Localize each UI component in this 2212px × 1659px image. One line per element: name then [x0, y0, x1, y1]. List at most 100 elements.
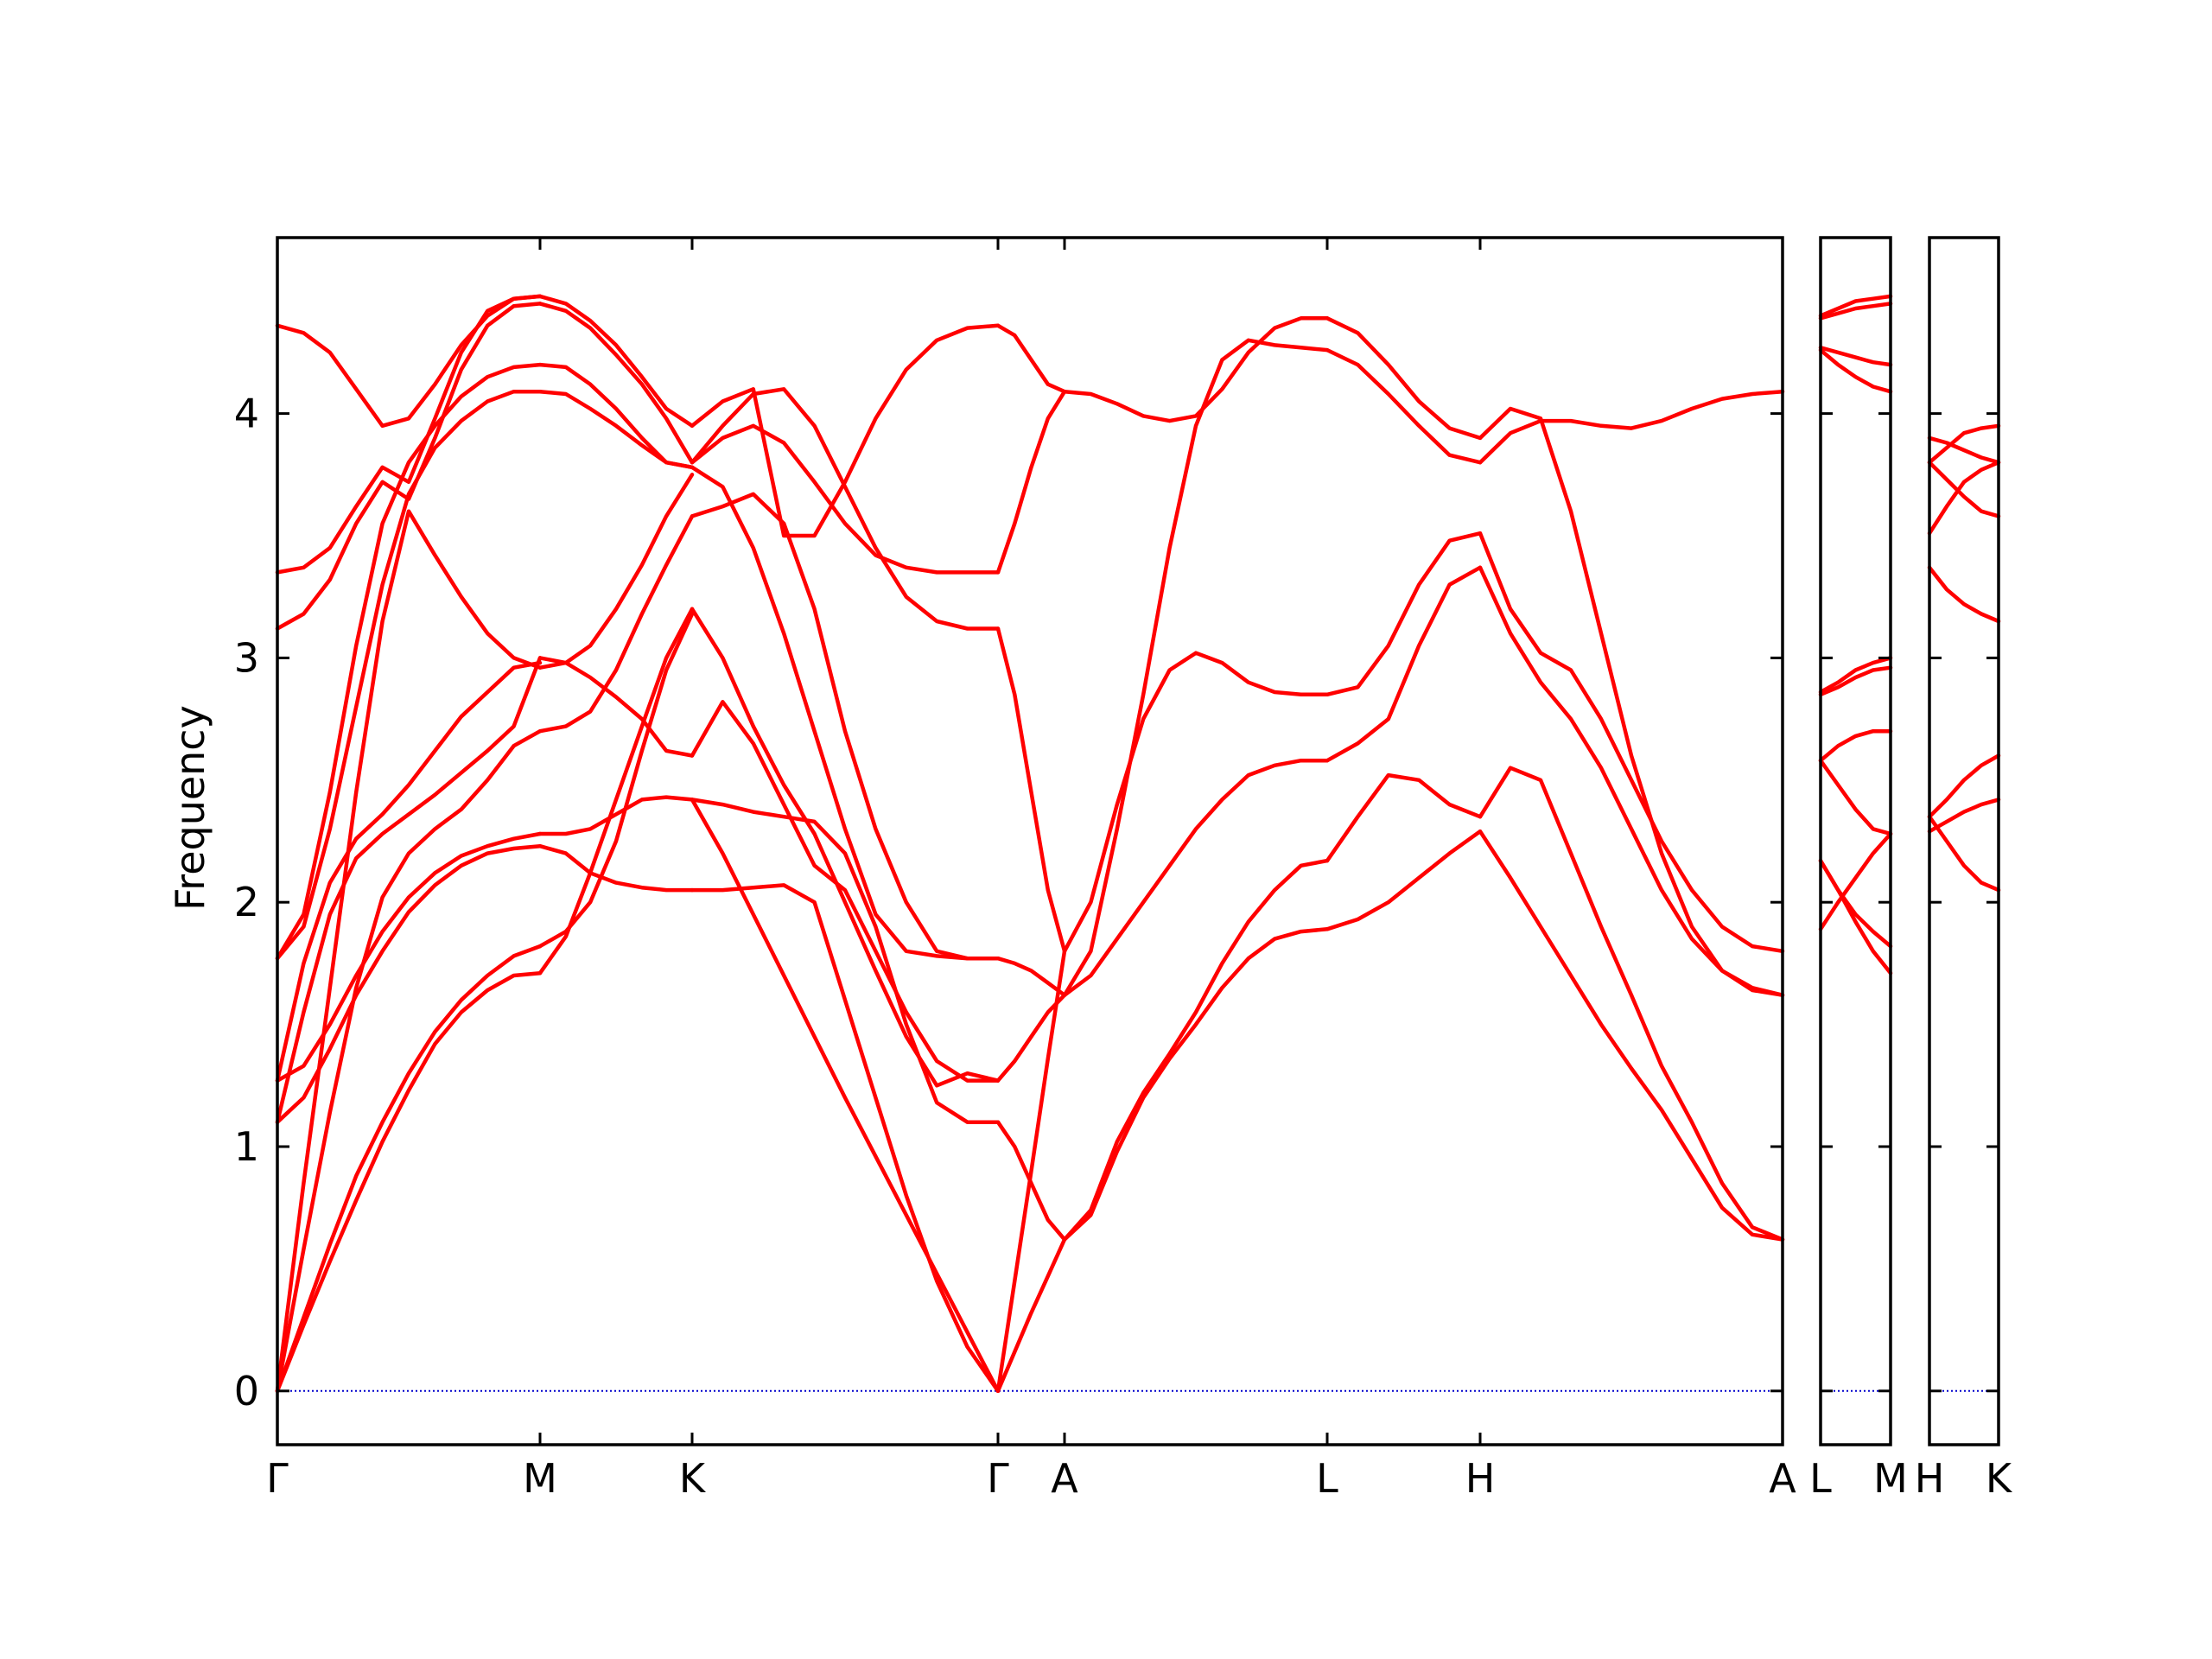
band-line: [995, 626, 1067, 954]
band-line: [1325, 565, 1483, 763]
band-line: [1818, 728, 1893, 763]
y-tick-label: 0: [234, 1368, 259, 1414]
band-line: [537, 302, 695, 465]
band-line: [275, 509, 543, 1394]
band-line: [537, 795, 695, 836]
band-line: [537, 389, 695, 470]
x-tick-label: Γ: [987, 1455, 1009, 1502]
bands-layer: [275, 294, 2001, 1394]
band-line: [690, 323, 1001, 538]
band-line: [1927, 565, 2001, 624]
band-line: [995, 993, 1067, 1083]
band-line: [1927, 814, 2001, 893]
band-line: [1478, 389, 1785, 465]
band-line: [1818, 302, 1893, 321]
band-line: [1062, 758, 1330, 997]
band-line: [537, 294, 695, 429]
band-line: [537, 607, 695, 976]
band-line: [537, 612, 695, 949]
band-line: [690, 883, 1001, 1394]
band-line: [690, 465, 1001, 961]
band-line: [1325, 316, 1483, 441]
y-tick-label: 2: [234, 879, 259, 925]
band-line: [995, 956, 1067, 997]
band-line: [1818, 294, 1893, 318]
x-tick-label: M: [1873, 1455, 1908, 1502]
x-tick-label: A: [1051, 1455, 1078, 1502]
band-line: [275, 302, 543, 631]
band-line: [1927, 753, 2001, 819]
band-line: [1478, 766, 1785, 1242]
band-line: [537, 362, 695, 470]
panel-frame: [1928, 236, 2000, 1446]
band-line: [537, 514, 695, 734]
band-line: [275, 294, 543, 429]
band-line: [275, 970, 543, 1394]
frames-layer: [276, 236, 2000, 1446]
band-line: [1818, 858, 1893, 949]
band-line: [1478, 531, 1785, 954]
x-tick-label: L: [1316, 1455, 1338, 1502]
band-line: [690, 387, 1001, 631]
band-line: [995, 389, 1067, 575]
band-line: [1927, 460, 2001, 536]
band-line: [1062, 316, 1330, 423]
x-tick-label: H: [1465, 1455, 1496, 1502]
band-line: [1062, 338, 1330, 997]
band-line: [1062, 651, 1330, 954]
y-tick-label: 4: [234, 391, 259, 437]
band-line: [995, 1120, 1067, 1242]
band-line: [995, 323, 1067, 394]
band-line: [1818, 831, 1893, 931]
band-line: [275, 656, 543, 1124]
band-line: [1927, 423, 2001, 465]
band-line: [1062, 927, 1330, 1242]
band-line: [537, 843, 695, 893]
band-line: [275, 944, 543, 1394]
x-tick-label: A: [1769, 1455, 1796, 1502]
band-line: [275, 362, 543, 961]
band-line: [1478, 829, 1785, 1242]
x-tick-label: K: [1986, 1455, 2013, 1502]
y-axis-label: Frequency: [167, 705, 213, 911]
band-line: [1818, 665, 1893, 697]
band-line: [1818, 347, 1893, 394]
band-line: [1325, 347, 1483, 465]
band-line: [1927, 798, 2001, 834]
y-tick-label: 3: [234, 634, 259, 681]
band-line: [690, 423, 1001, 575]
band-line: [1818, 656, 1893, 695]
band-line: [537, 473, 695, 670]
band-line: [690, 607, 1001, 1088]
x-tick-label: L: [1809, 1455, 1832, 1502]
x-tick-label: H: [1915, 1455, 1945, 1502]
band-line: [1818, 346, 1893, 367]
band-line: [995, 949, 1067, 1394]
band-line: [1818, 758, 1893, 836]
band-line: [275, 831, 543, 1083]
band-line: [690, 798, 1001, 1124]
band-line: [1062, 858, 1330, 1242]
y-tick-label: 1: [234, 1123, 259, 1170]
band-line: [1478, 406, 1785, 997]
band-line: [690, 798, 1001, 1394]
band-line: [1927, 460, 2001, 518]
band-line: [690, 492, 1001, 961]
panel-frame: [276, 236, 1784, 1446]
x-tick-label: K: [679, 1455, 707, 1502]
panel-frame: [1819, 236, 1892, 1446]
band-line: [995, 1237, 1067, 1394]
band-line: [275, 294, 543, 575]
band-line: [275, 389, 543, 961]
band-line: [1325, 772, 1483, 863]
band-line: [690, 700, 1001, 1083]
band-line: [275, 843, 543, 1124]
x-tick-label: M: [523, 1455, 557, 1502]
band-line: [1325, 829, 1483, 931]
band-line: [537, 656, 695, 758]
band-line: [275, 728, 543, 1394]
band-line: [1325, 531, 1483, 697]
band-line: [275, 660, 543, 1083]
